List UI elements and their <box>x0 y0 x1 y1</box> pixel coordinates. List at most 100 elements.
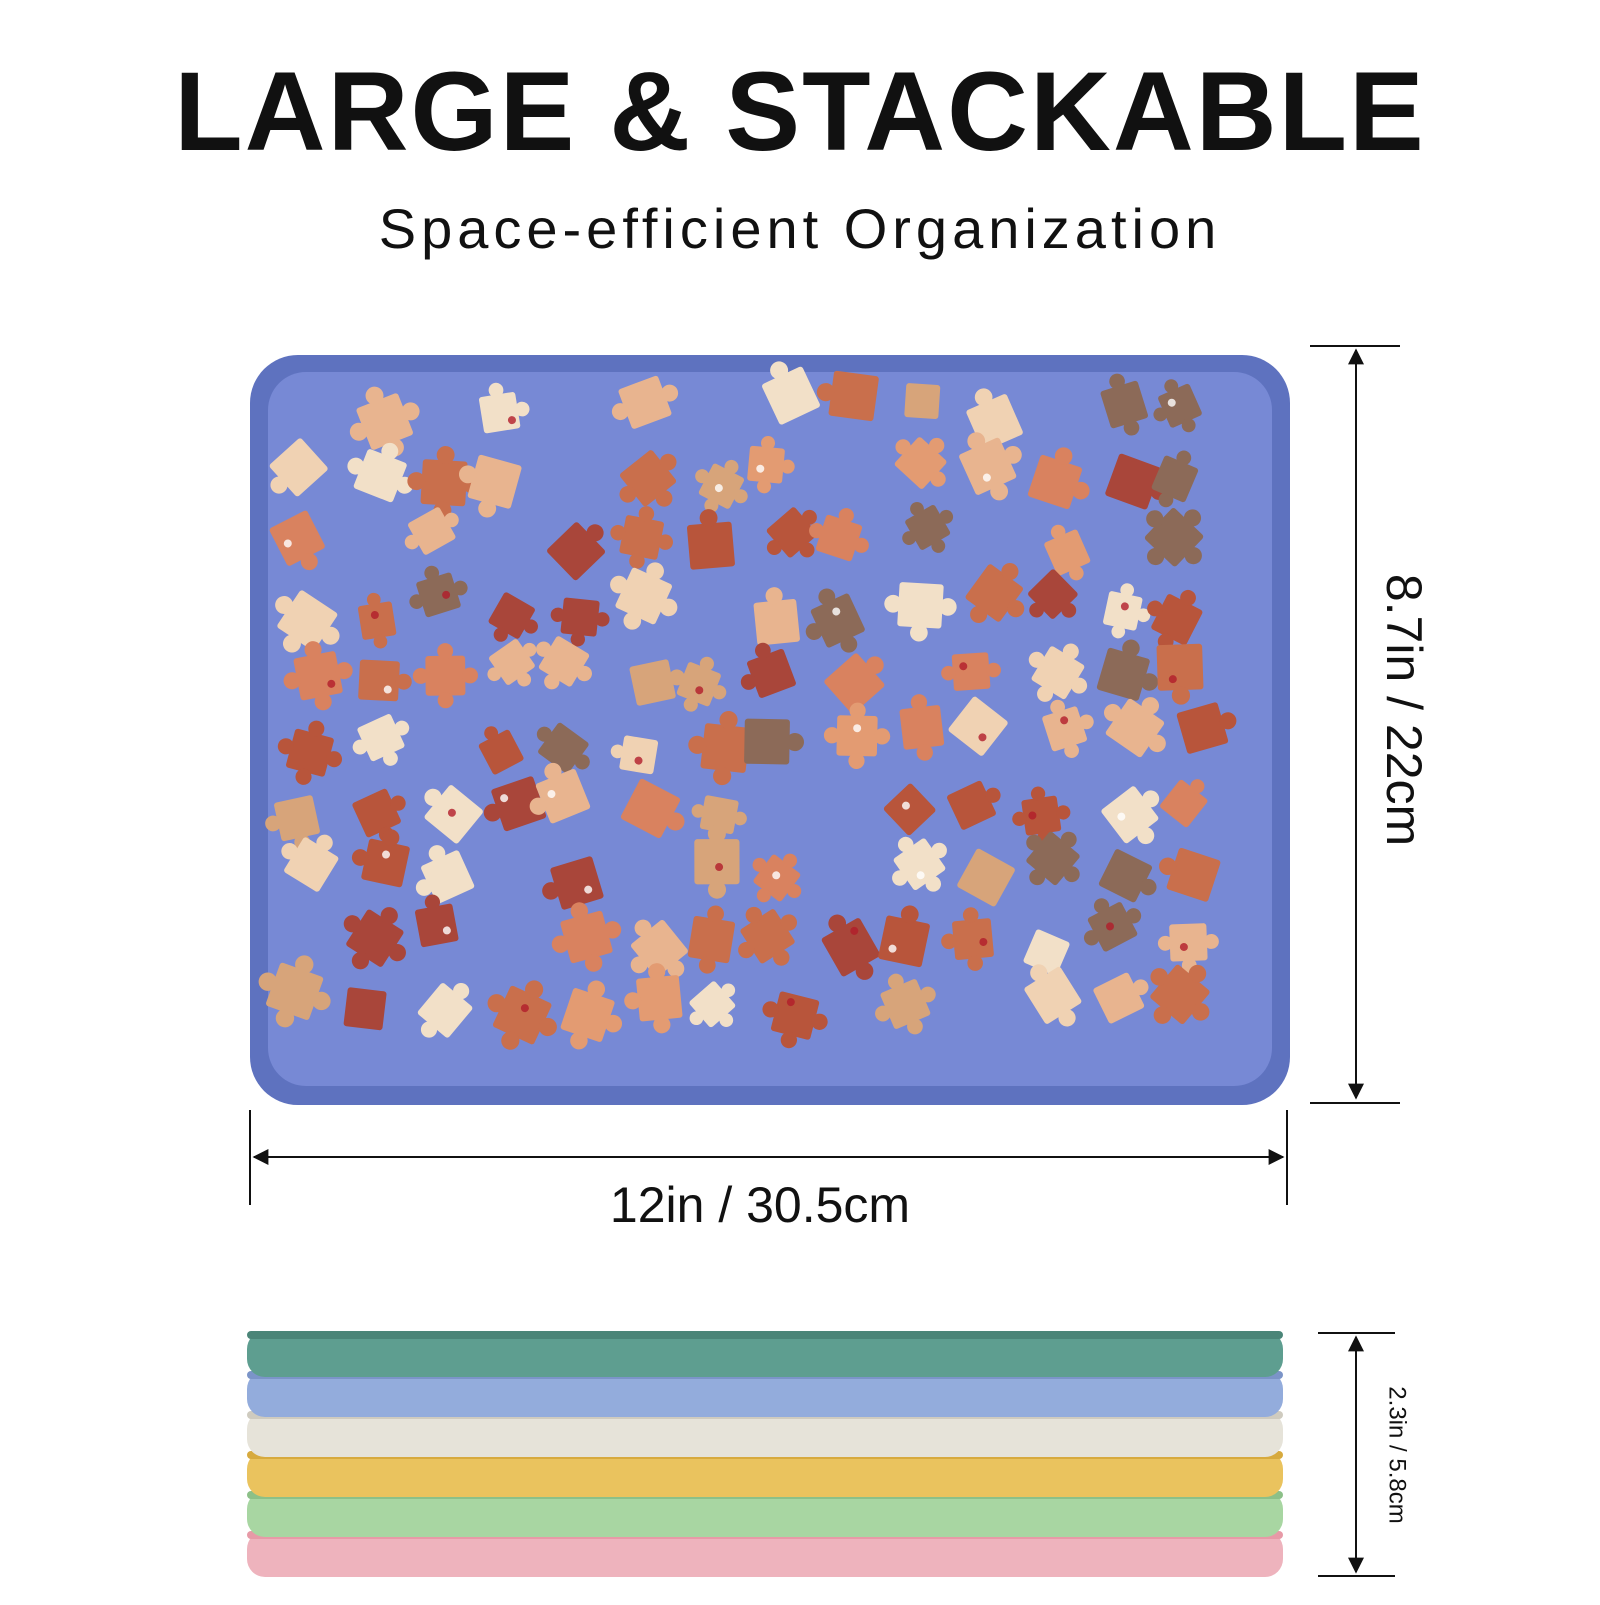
piece-knob <box>1153 407 1168 422</box>
piece-knob <box>1146 510 1164 528</box>
puzzle-piece <box>1101 786 1160 845</box>
piece-knob <box>1147 600 1163 617</box>
piece-knob <box>366 592 381 607</box>
piece-knob <box>383 751 398 766</box>
piece-body <box>1169 923 1208 962</box>
piece-knob <box>536 641 552 657</box>
piece-knob <box>1150 968 1168 986</box>
piece-knob <box>424 894 441 910</box>
piece-detail <box>382 850 391 859</box>
puzzle-piece <box>687 905 736 974</box>
piece-detail <box>714 484 723 493</box>
piece-detail <box>327 679 336 688</box>
piece-knob <box>1140 673 1159 691</box>
puzzle-piece <box>738 906 798 966</box>
piece-knob <box>704 498 719 513</box>
piece-body <box>1042 706 1088 752</box>
piece-detail <box>772 871 781 880</box>
piece-detail <box>1117 812 1126 821</box>
piece-knob <box>895 439 911 455</box>
puzzle-piece <box>959 432 1022 501</box>
piece-knob <box>1137 827 1155 845</box>
piece-knob <box>897 836 914 853</box>
puzzle-piece <box>753 587 800 646</box>
piece-knob <box>316 834 333 852</box>
piece-knob <box>574 754 590 770</box>
piece-body <box>535 769 591 824</box>
puzzle-piece <box>487 639 537 687</box>
piece-body <box>493 985 552 1045</box>
puzzle-piece <box>529 762 591 824</box>
piece-knob <box>1007 600 1025 618</box>
piece-knob <box>304 641 322 659</box>
piece-body <box>770 991 820 1040</box>
piece-body <box>957 848 1015 907</box>
piece-knob <box>707 824 726 843</box>
piece-knob <box>653 1016 671 1034</box>
piece-body <box>676 662 721 707</box>
piece-body <box>357 601 397 640</box>
piece-knob <box>780 459 795 474</box>
puzzle-piece <box>277 720 343 785</box>
piece-body <box>550 856 604 910</box>
piece-knob <box>816 383 835 402</box>
piece-knob <box>282 634 301 653</box>
puzzle-piece <box>740 642 796 698</box>
piece-knob <box>623 612 642 630</box>
piece-knob <box>570 1031 588 1050</box>
piece-knob <box>1109 373 1125 390</box>
tray-stack <box>247 1331 1283 1577</box>
puzzle-piece <box>343 987 387 1031</box>
piece-body <box>425 655 466 696</box>
puzzle-piece <box>610 562 678 630</box>
piece-knob <box>1028 651 1045 668</box>
piece-body <box>1151 455 1199 503</box>
piece-knob <box>667 960 685 978</box>
piece-knob <box>604 1014 623 1033</box>
piece-knob <box>766 540 782 555</box>
piece-detail <box>1167 398 1176 407</box>
piece-knob <box>1147 547 1165 566</box>
piece-body <box>615 567 672 625</box>
piece-knob <box>462 667 479 684</box>
puzzle-piece <box>611 375 679 429</box>
piece-detail <box>901 801 910 810</box>
piece-knob <box>265 815 281 832</box>
puzzle-piece <box>1100 373 1148 436</box>
piece-knob <box>487 994 506 1013</box>
puzzle-piece <box>752 853 802 903</box>
piece-knob <box>295 768 312 785</box>
piece-knob <box>275 596 294 614</box>
piece-body <box>828 370 879 422</box>
piece-knob <box>1190 779 1205 794</box>
piece-knob <box>931 842 947 859</box>
piece-knob <box>395 673 412 690</box>
piece-knob <box>738 941 755 959</box>
piece-body <box>905 504 951 550</box>
piece-knob <box>1181 418 1196 433</box>
piece-knob <box>1071 677 1088 694</box>
piece-body <box>1023 929 1070 976</box>
puzzle-piece <box>630 919 688 978</box>
puzzle-piece <box>1096 639 1159 701</box>
piece-body <box>269 510 325 566</box>
piece-knob <box>1012 811 1027 826</box>
puzzle-piece <box>1147 589 1203 650</box>
puzzle-piece <box>689 981 736 1028</box>
piece-knob <box>349 422 368 441</box>
piece-knob <box>437 643 454 659</box>
piece-knob <box>1062 643 1079 660</box>
piece-knob <box>755 642 771 659</box>
piece-knob <box>780 1031 797 1049</box>
puzzle-piece <box>536 722 590 774</box>
piece-body <box>538 636 590 687</box>
piece-knob <box>586 524 604 542</box>
puzzle-piece <box>805 588 865 653</box>
puzzle-piece <box>947 780 1001 830</box>
puzzle-piece <box>258 955 331 1028</box>
puzzle-piece <box>478 382 530 434</box>
piece-knob <box>910 501 924 516</box>
piece-knob <box>887 973 904 990</box>
piece-knob <box>1030 786 1046 801</box>
piece-detail <box>715 863 724 872</box>
